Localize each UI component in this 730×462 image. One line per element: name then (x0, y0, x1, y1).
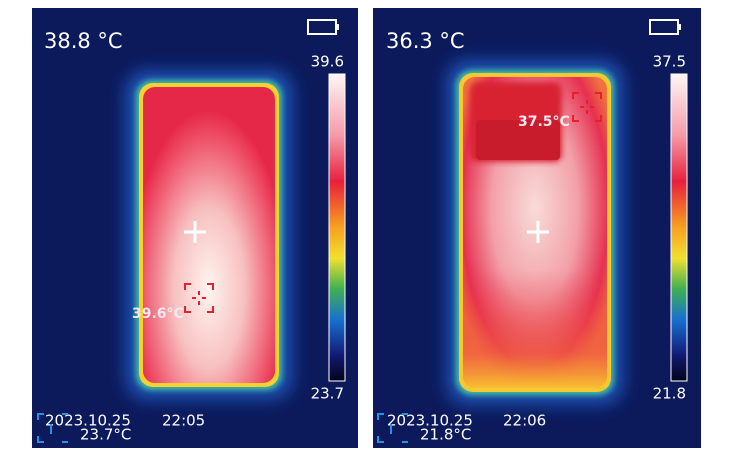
time: 22:06 (503, 412, 546, 430)
center-crosshair (527, 221, 549, 243)
time: 22:05 (162, 412, 205, 430)
battery-icon (307, 19, 339, 35)
color-scale (328, 73, 346, 382)
date: 2023.10.25 (45, 412, 131, 430)
center-temperature: 38.8 °C (44, 29, 123, 53)
cold-spot-label: 21.8°C (420, 426, 471, 444)
hot-spot-label: 39.6°C (132, 306, 184, 322)
phone-body (143, 87, 275, 383)
scale-min: 21.8 (653, 385, 686, 403)
cold-spot-label: 23.7°C (80, 426, 131, 444)
battery-icon (649, 19, 681, 35)
center-temperature: 36.3 °C (386, 29, 465, 53)
scale-min: 23.7 (311, 385, 344, 403)
hot-spot-marker (184, 283, 214, 313)
hot-spot-label: 37.5°C (518, 114, 570, 130)
cold-spot-marker (37, 413, 68, 443)
date: 2023.10.25 (387, 412, 473, 430)
camera-area (476, 120, 560, 160)
scale-max: 37.5 (653, 53, 686, 71)
center-crosshair (184, 221, 206, 243)
thermal-panel: 39.6°C 38.8 °C 39.6 23.7 2023.10.25 22:0… (32, 8, 358, 448)
cold-spot-marker (377, 413, 408, 443)
color-scale (670, 73, 688, 382)
scale-max: 39.6 (311, 53, 344, 71)
phone-bottom (463, 270, 607, 388)
thermal-panel: 37.5°C 36.3 °C 37.5 21.8 2023.10.25 22:0… (373, 8, 701, 448)
hot-spot-marker (572, 92, 602, 122)
